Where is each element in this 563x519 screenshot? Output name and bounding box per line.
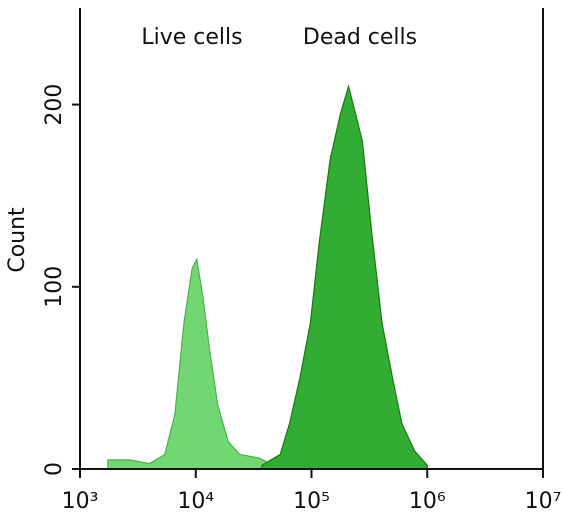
histogram-area <box>107 257 271 470</box>
y-tick-label: 100 <box>42 266 67 308</box>
x-tick-label: 10³ <box>62 489 99 514</box>
y-tick-label: 0 <box>42 462 67 476</box>
series-label: Dead cells <box>303 25 417 50</box>
x-tick-label: 10⁵ <box>293 489 330 514</box>
series-label: Live cells <box>141 25 242 50</box>
x-tick-label: 10⁷ <box>525 489 562 514</box>
histogram-area <box>261 84 428 470</box>
y-axis-label: Count <box>5 207 30 273</box>
y-tick-label: 200 <box>42 84 67 126</box>
x-tick-label: 10⁶ <box>409 489 446 514</box>
x-tick-label: 10⁴ <box>177 489 214 514</box>
